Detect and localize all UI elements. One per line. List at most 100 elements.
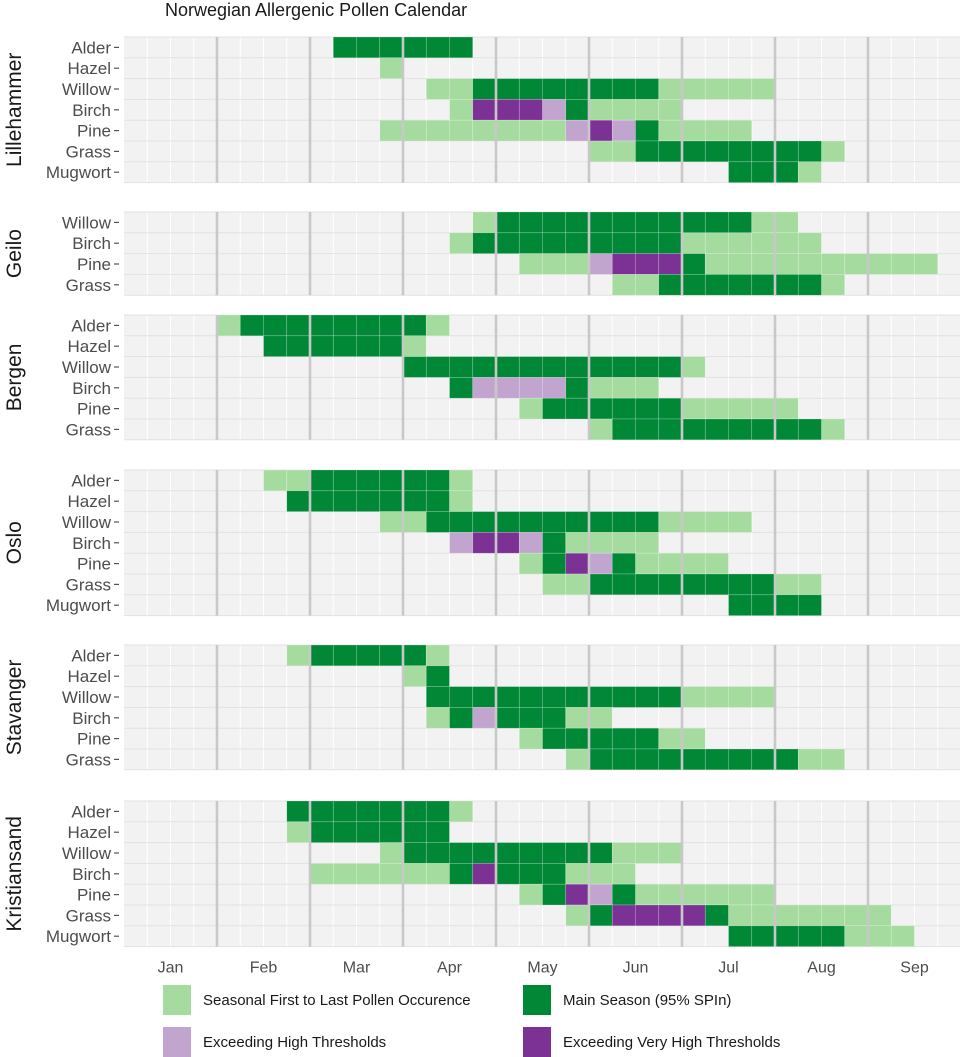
- tile-bergen-pine-main: [542, 397, 567, 420]
- tile-kristiansand-birch-light: [588, 863, 613, 885]
- tile-kristiansand-birch-light: [402, 863, 427, 885]
- tile-geilo-willow-main: [518, 211, 543, 234]
- taxon-label: Grass: [66, 906, 111, 925]
- tile-bergen-grass-main: [797, 418, 822, 441]
- taxon-label: Birch: [72, 101, 111, 120]
- tile-bergen-pine-light: [728, 397, 753, 420]
- tile-kristiansand-birch-light: [332, 863, 357, 885]
- taxon-label: Mugwort: [46, 163, 111, 182]
- tile-kristiansand-hazel-main: [309, 821, 334, 843]
- tile-lillehammer-alder-main: [356, 36, 381, 59]
- tile-lillehammer-birch-light: [635, 99, 660, 121]
- taxon-label: Willow: [62, 80, 112, 99]
- tile-geilo-birch-main: [658, 232, 683, 254]
- tile-bergen-alder-main: [239, 314, 264, 337]
- taxon-label: Pine: [77, 255, 111, 274]
- tile-kristiansand-alder-main: [309, 800, 334, 823]
- tile-oslo-birch-light: [588, 532, 613, 554]
- taxon-label: Pine: [77, 555, 111, 574]
- x-tick-label: Jan: [158, 960, 184, 977]
- tile-stavanger-willow-main: [472, 686, 497, 708]
- tile-lillehammer-pine-light: [704, 119, 729, 142]
- tile-lillehammer-grass-main: [797, 140, 822, 163]
- tile-kristiansand-mugwort-light: [844, 925, 869, 947]
- taxon-label: Mugwort: [46, 596, 111, 615]
- taxon-label: Grass: [66, 276, 111, 295]
- tile-lillehammer-pine-light: [425, 119, 450, 142]
- tile-oslo-birch-light: [611, 532, 636, 554]
- tile-bergen-pine-main: [635, 397, 660, 420]
- taxon-label: Birch: [72, 379, 111, 398]
- tile-stavanger-alder-main: [356, 644, 381, 667]
- tile-lillehammer-willow-main: [635, 78, 660, 100]
- tile-stavanger-pine-light: [658, 727, 683, 750]
- tile-kristiansand-pine-light: [635, 883, 660, 906]
- tile-geilo-pine-light: [728, 253, 753, 275]
- x-tick-label: Apr: [437, 960, 463, 977]
- tile-lillehammer-grass-light: [821, 140, 846, 163]
- tile-geilo-pine-light: [890, 253, 915, 275]
- tile-oslo-mugwort-main: [751, 594, 776, 616]
- taxon-label: Willow: [62, 358, 112, 377]
- tile-oslo-hazel-main: [309, 490, 334, 512]
- tile-oslo-willow-main: [542, 511, 567, 533]
- tile-geilo-birch-main: [518, 232, 543, 254]
- tile-oslo-willow-main: [425, 511, 450, 533]
- x-tick-label: May: [527, 960, 557, 977]
- tile-lillehammer-willow-main: [495, 78, 520, 100]
- tile-geilo-birch-main: [635, 232, 660, 254]
- tile-geilo-willow-main: [635, 211, 660, 234]
- taxon-label: Alder: [71, 646, 111, 665]
- tile-oslo-pine-light: [704, 552, 729, 575]
- tile-stavanger-grass-main: [635, 748, 660, 771]
- tile-kristiansand-willow-main: [449, 842, 474, 864]
- tile-bergen-hazel-light: [402, 335, 427, 357]
- tile-kristiansand-willow-main: [518, 842, 543, 864]
- tile-oslo-grass-main: [681, 573, 706, 596]
- tile-geilo-willow-main: [611, 211, 636, 234]
- tile-bergen-grass-light: [821, 418, 846, 441]
- tile-bergen-pine-main: [658, 397, 683, 420]
- tile-lillehammer-pine-light: [379, 119, 404, 142]
- tile-lillehammer-alder-main: [449, 36, 474, 59]
- tile-stavanger-birch-light: [565, 707, 590, 729]
- tile-geilo-grass-main: [704, 274, 729, 296]
- tile-oslo-grass-main: [751, 573, 776, 596]
- tile-geilo-birch-main: [611, 232, 636, 254]
- tile-bergen-grass-main: [728, 418, 753, 441]
- tile-geilo-grass-light: [635, 274, 660, 296]
- tile-lillehammer-mugwort-light: [797, 161, 822, 183]
- tile-geilo-birch-light: [681, 232, 706, 254]
- tile-lillehammer-willow-light: [658, 78, 683, 100]
- tile-geilo-birch-main: [542, 232, 567, 254]
- station-label: Geilo: [3, 229, 26, 278]
- tile-lillehammer-pine-light: [495, 119, 520, 142]
- tile-bergen-alder-main: [309, 314, 334, 337]
- tile-stavanger-birch-light: [425, 707, 450, 729]
- tile-lillehammer-pine-light: [728, 119, 753, 142]
- tile-kristiansand-pine-light: [681, 883, 706, 906]
- tile-stavanger-pine-main: [635, 727, 660, 750]
- tile-bergen-alder-main: [332, 314, 357, 337]
- tile-bergen-grass-light: [588, 418, 613, 441]
- legend-item-main: Main Season (95% SPIn): [523, 985, 731, 1015]
- legend-label-light: Seasonal First to Last Pollen Occurence: [203, 991, 471, 1009]
- x-tick-label: Jul: [718, 960, 738, 977]
- tile-bergen-hazel-main: [332, 335, 357, 357]
- tile-lillehammer-grass-main: [704, 140, 729, 163]
- tile-bergen-willow-main: [495, 356, 520, 378]
- tile-kristiansand-birch-light: [565, 863, 590, 885]
- tile-oslo-grass-main: [588, 573, 613, 596]
- tile-stavanger-alder-light: [286, 644, 311, 667]
- tile-kristiansand-pine-main: [611, 883, 636, 906]
- tile-lillehammer-grass-main: [751, 140, 776, 163]
- tile-geilo-pine-light: [821, 253, 846, 275]
- tile-bergen-hazel-main: [286, 335, 311, 357]
- tile-bergen-hazel-main: [356, 335, 381, 357]
- tile-kristiansand-alder-main: [379, 800, 404, 823]
- tile-kristiansand-pine-light: [728, 883, 753, 906]
- tile-oslo-birch-high: [518, 532, 543, 554]
- tile-geilo-pine-very-high: [658, 253, 683, 275]
- x-tick-label: Feb: [250, 960, 278, 977]
- tile-kristiansand-birch-light: [309, 863, 334, 885]
